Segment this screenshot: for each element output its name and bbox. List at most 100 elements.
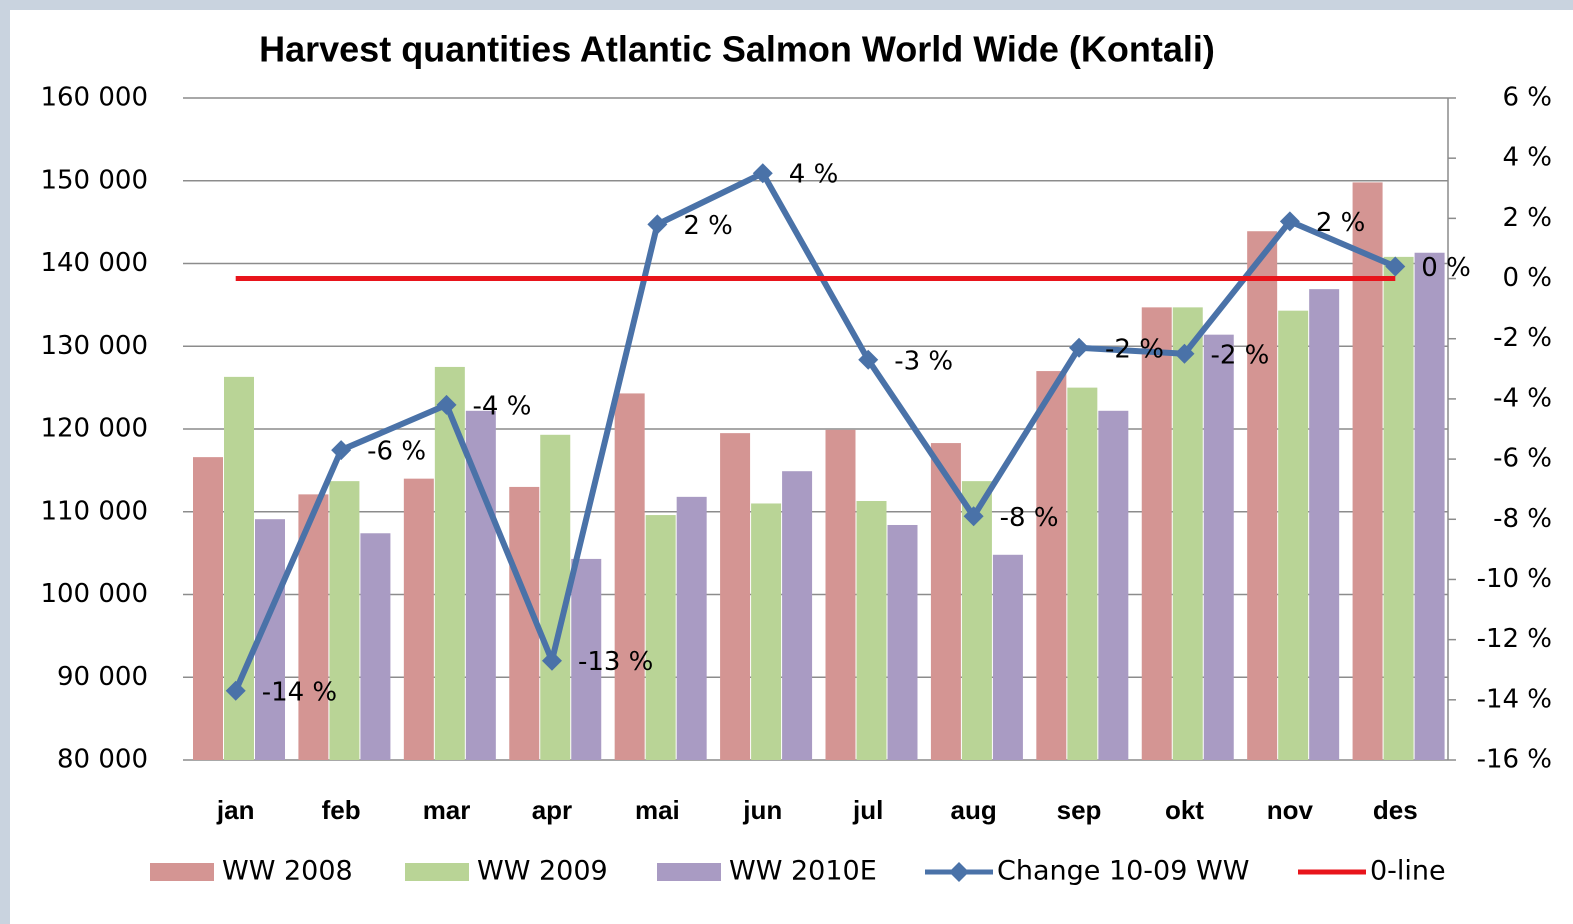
y-tick-label: 130 000	[40, 331, 148, 361]
bar	[224, 376, 254, 760]
y-tick-label: 160 000	[40, 83, 148, 113]
bar	[1098, 410, 1129, 760]
bar	[1383, 256, 1414, 760]
y2-tick-label: -6 %	[1493, 444, 1552, 474]
y-tick-label: 80 000	[57, 745, 148, 775]
y2-tick-label: -12 %	[1477, 624, 1552, 654]
bar	[1036, 371, 1067, 760]
y-tick-label: 150 000	[40, 165, 148, 195]
legend-label: WW 2008	[222, 856, 353, 887]
bar	[434, 366, 465, 760]
bar	[1247, 231, 1278, 761]
y2-tick-label: -2 %	[1493, 323, 1552, 353]
y2-tick-label: -16 %	[1477, 745, 1552, 775]
legend-swatch	[657, 863, 721, 881]
marker	[1069, 337, 1090, 358]
x-tick-label: feb	[322, 795, 361, 825]
bar	[1203, 334, 1234, 760]
x-tick-label: mar	[423, 795, 471, 825]
bar	[571, 558, 602, 760]
bar	[930, 443, 961, 760]
bar	[329, 481, 360, 760]
bar	[403, 478, 434, 760]
x-tick-label: okt	[1165, 795, 1204, 825]
bar	[676, 496, 707, 760]
y2-tick-label: 6 %	[1502, 83, 1552, 113]
bar	[887, 524, 918, 760]
x-tick-label: apr	[532, 795, 572, 825]
x-tick-label: jan	[216, 795, 255, 825]
bar	[645, 515, 676, 760]
legend-label: WW 2010E	[729, 856, 877, 887]
x-tick-label: sep	[1057, 795, 1102, 825]
marker	[541, 650, 562, 671]
data-label: 2 %	[1316, 208, 1366, 238]
bar	[1278, 310, 1309, 760]
x-tick-label: aug	[951, 795, 997, 825]
marker	[858, 349, 879, 370]
y2-tick-label: 4 %	[1502, 143, 1552, 173]
bar	[992, 554, 1023, 760]
legend-label: WW 2009	[477, 856, 608, 887]
bar	[782, 471, 813, 760]
y-tick-label: 140 000	[40, 248, 148, 278]
legend-swatch	[405, 863, 469, 881]
bar	[193, 457, 223, 760]
y2-tick-label: 0 %	[1502, 263, 1552, 293]
data-label: -14 %	[262, 677, 337, 707]
data-label: 2 %	[683, 211, 733, 241]
bar	[856, 500, 887, 760]
bar	[825, 429, 856, 760]
data-label: -13 %	[578, 647, 653, 677]
bar	[360, 533, 391, 760]
legend-swatch	[150, 863, 214, 881]
y-tick-label: 110 000	[40, 496, 148, 526]
bar	[1309, 289, 1340, 760]
x-tick-label: des	[1373, 795, 1418, 825]
y-tick-label: 100 000	[40, 579, 148, 609]
x-tick-label: jun	[742, 795, 782, 825]
bar	[720, 433, 751, 760]
data-label: -2 %	[1210, 340, 1269, 370]
bar	[961, 481, 992, 760]
marker	[963, 506, 984, 527]
marker	[436, 394, 457, 415]
y2-tick-label: -14 %	[1477, 684, 1552, 714]
data-label: 4 %	[789, 160, 839, 190]
marker	[752, 163, 773, 184]
legend-label: 0-line	[1370, 856, 1446, 887]
y2-tick-label: 2 %	[1502, 203, 1552, 233]
marker	[1385, 256, 1406, 277]
marker	[647, 214, 668, 235]
legend-marker	[949, 862, 969, 882]
data-label: 0 %	[1421, 253, 1471, 283]
bar	[1414, 252, 1445, 760]
x-tick-label: jul	[852, 795, 883, 825]
marker	[1174, 343, 1195, 364]
bar	[751, 503, 782, 760]
bar	[1172, 307, 1203, 760]
line	[232, 170, 1397, 692]
marker	[331, 440, 352, 461]
y-tick-label: 120 000	[40, 414, 148, 444]
bar	[614, 393, 645, 760]
y2-tick-label: -4 %	[1493, 383, 1552, 413]
data-label: -2 %	[1105, 334, 1164, 364]
chart-title: Harvest quantities Atlantic Salmon World…	[259, 29, 1215, 70]
bar	[1067, 387, 1098, 760]
data-label: -3 %	[894, 346, 953, 376]
data-label: -4 %	[473, 391, 532, 421]
y2-tick-label: -10 %	[1477, 564, 1552, 594]
y-tick-label: 90 000	[57, 662, 148, 692]
marker	[1279, 211, 1300, 232]
bar	[1352, 182, 1383, 760]
marker	[225, 680, 246, 701]
legend-label: Change 10-09 WW	[997, 856, 1249, 887]
bar	[1141, 307, 1172, 760]
x-tick-label: mai	[635, 795, 680, 825]
data-label: -6 %	[367, 437, 426, 467]
y2-tick-label: -8 %	[1493, 504, 1552, 534]
x-tick-label: nov	[1267, 795, 1314, 825]
